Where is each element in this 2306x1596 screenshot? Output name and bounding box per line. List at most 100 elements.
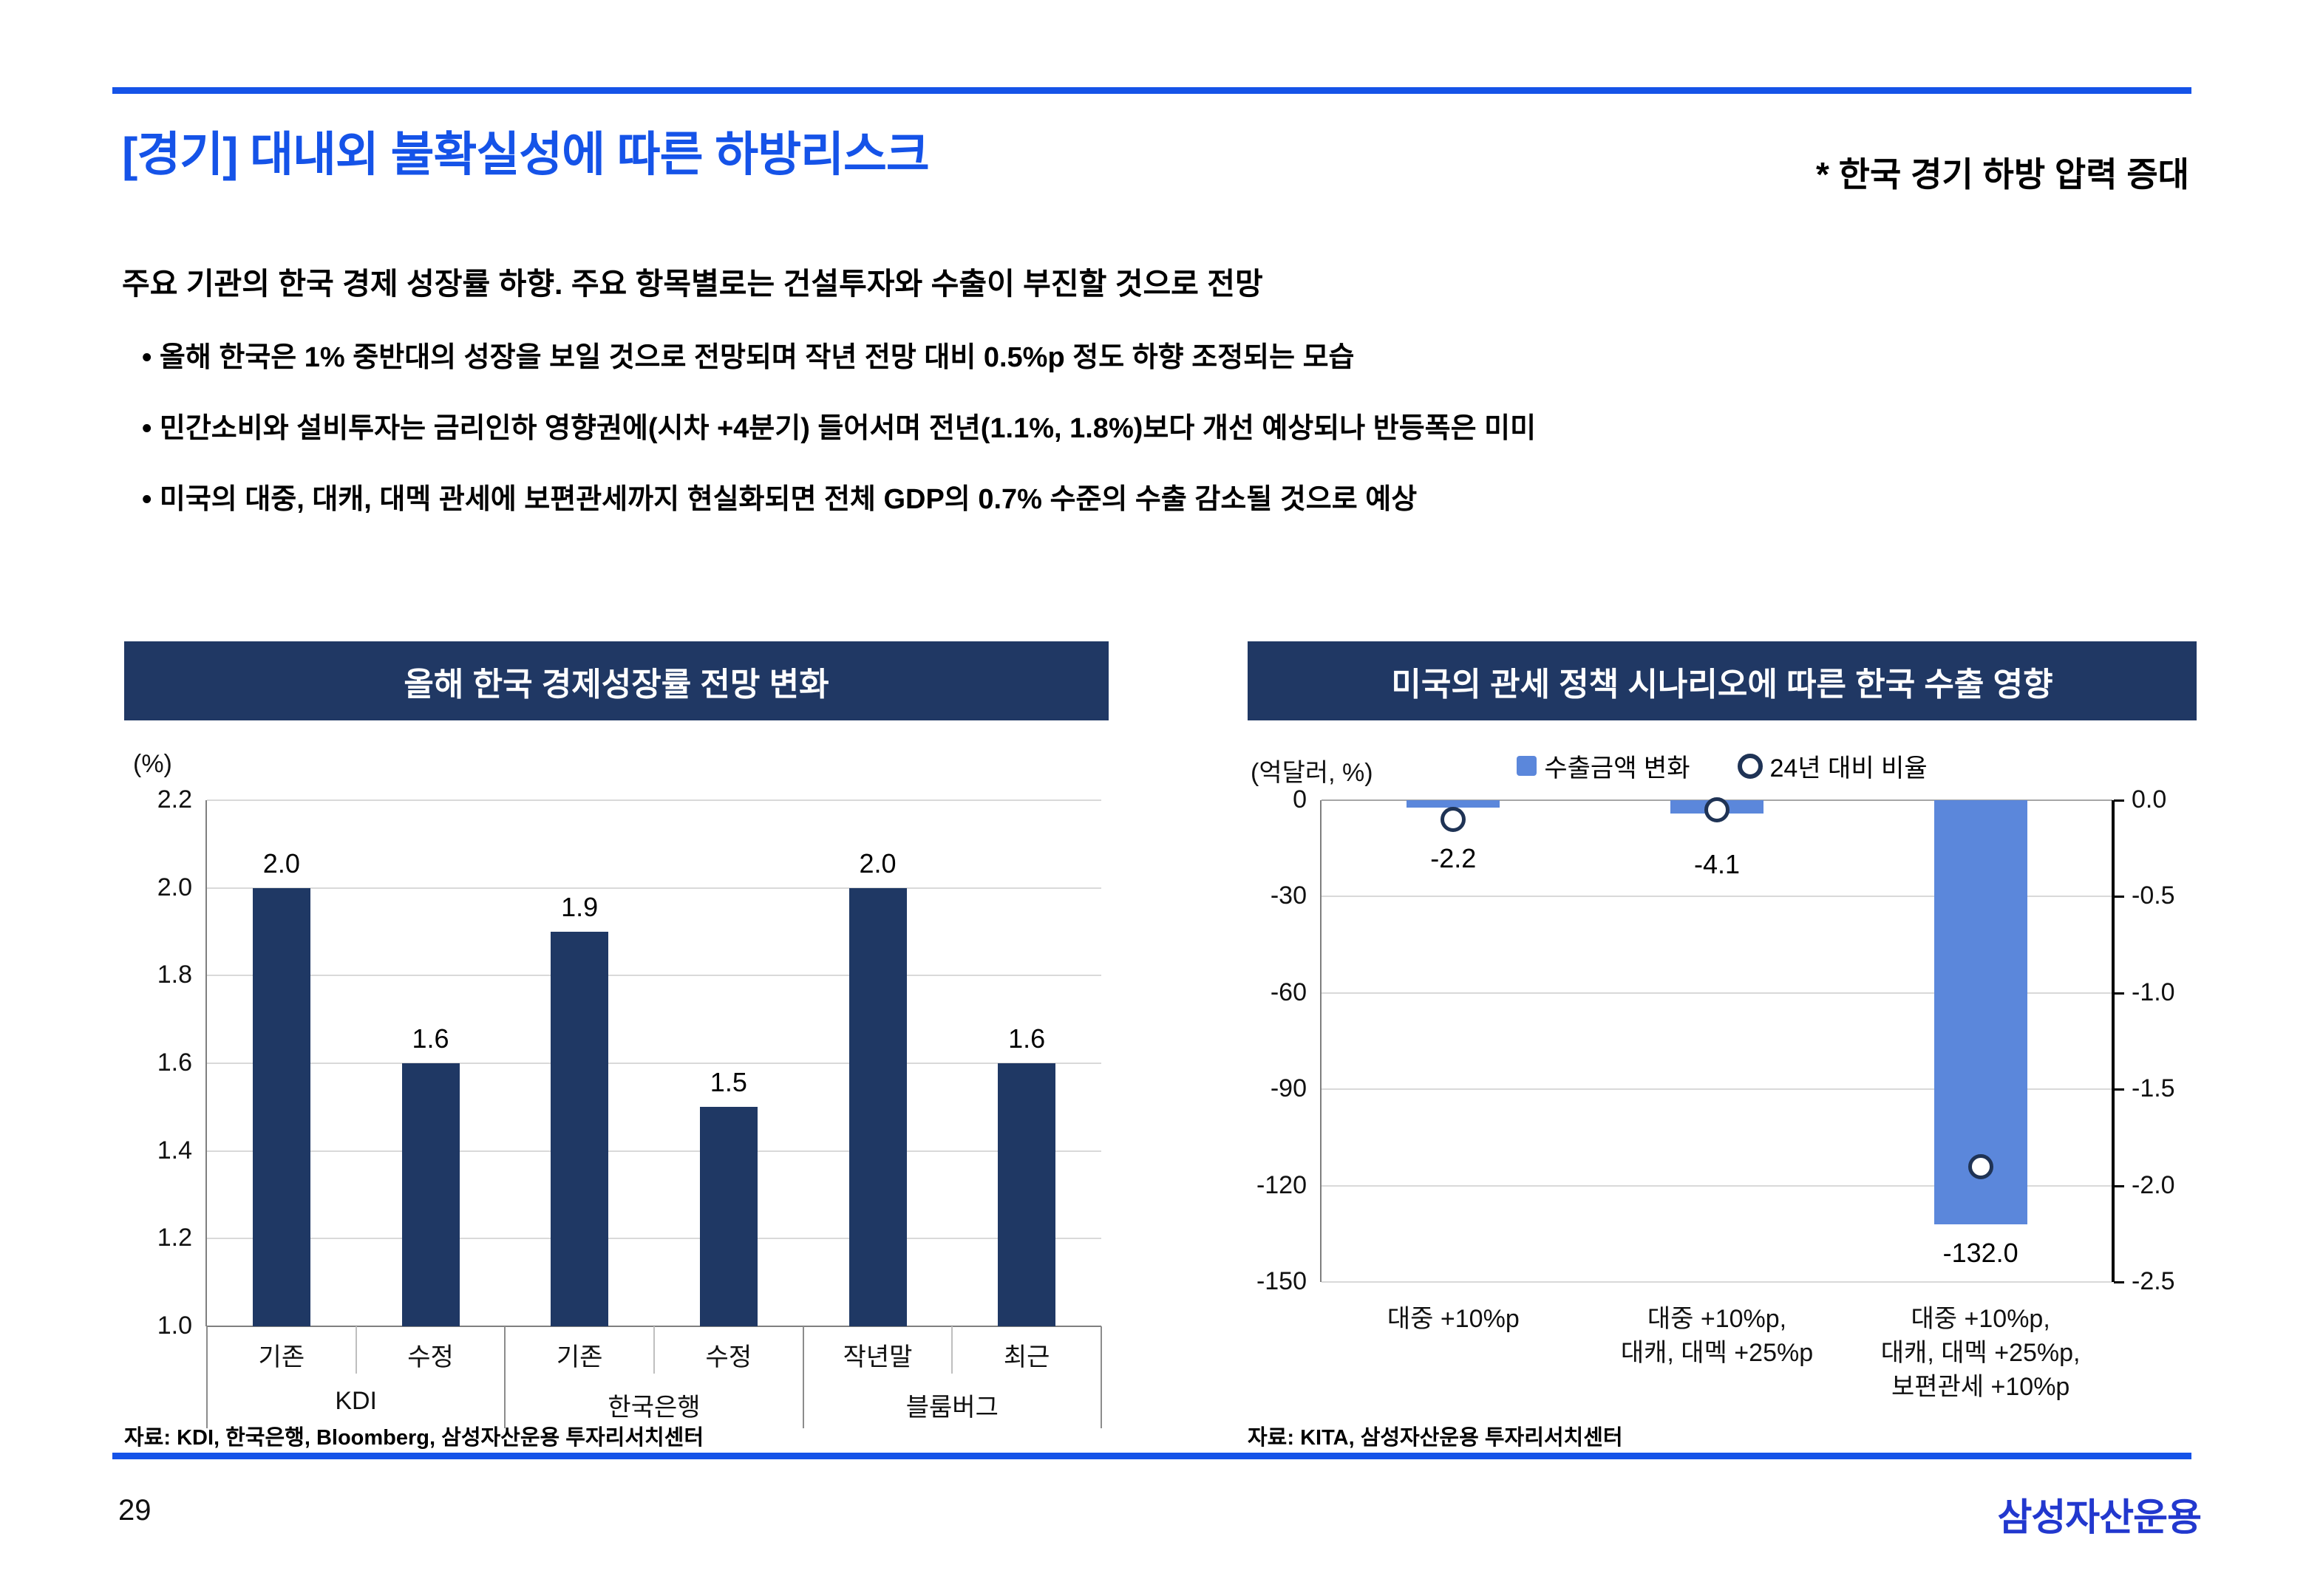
growth-bar [848, 887, 907, 1326]
ratio-circle-marker [1704, 797, 1730, 823]
y-axis-tick-label: 2.2 [157, 785, 192, 814]
left-axis-tick-label: -90 [1270, 1074, 1307, 1103]
bullet-item: 올해 한국은 1% 중반대의 성장을 보일 것으로 전망되며 작년 전망 대비 … [142, 334, 1355, 375]
gridline [207, 1150, 1101, 1152]
legend-item: 24년 대비 비율 [1737, 748, 1928, 784]
growth-plot-area: 2.2 2.0 1.8 1.6 1.4 1.2 1.0 2.0 기존 1.6 수정 1.9 기존 1.5 수… [157, 785, 1102, 1428]
left-axis-tick-label: -60 [1270, 978, 1307, 1006]
growth-bar [401, 1063, 460, 1326]
right-axis-tick-mark [2114, 992, 2124, 995]
tariff-impact-chart: 미국의 관세 정책 시나리오에 따른 한국 수출 영향 (억달러, %) 수출금… [1248, 641, 2197, 1454]
growth-bar-value-label: 1.6 [412, 1023, 449, 1054]
category-separator-line [355, 1326, 357, 1374]
gridline [207, 887, 1101, 889]
right-axis-tick-mark [2114, 1088, 2124, 1091]
group-separator-line [802, 1326, 804, 1428]
left-axis-line [1320, 800, 1322, 1282]
gridline [207, 1063, 1101, 1064]
y-axis-line [205, 800, 207, 1326]
company-logo: 삼성자산운용 [1997, 1496, 2202, 1538]
x-axis-category-label: 수정 [705, 1343, 752, 1371]
growth-bar-value-label: 2.0 [859, 848, 897, 879]
growth-forecast-chart: 올해 한국 경제성장률 전망 변화 (%) 2.2 2.0 1.8 1.6 1.4 1.2… [124, 641, 1109, 1454]
x-axis-group-label: KDI [335, 1387, 377, 1415]
y-axis-tick-label: 1.6 [157, 1048, 192, 1077]
left-axis-tick-label: -120 [1256, 1170, 1307, 1199]
growth-chart-title-band: 올해 한국 경제성장률 전망 변화 [124, 641, 1109, 720]
x-axis-category-label: 최근 [1003, 1343, 1050, 1371]
tariff-bar [1407, 800, 1500, 808]
growth-bar-value-label: 2.0 [262, 848, 300, 879]
growth-bar [551, 932, 609, 1326]
y-axis-tick-label: 2.0 [157, 873, 192, 901]
growth-bar [998, 1063, 1056, 1326]
legend-label: 24년 대비 비율 [1769, 754, 1928, 782]
gridline [207, 975, 1101, 977]
x-axis-category-label: 기존 [258, 1343, 305, 1371]
ratio-circle-marker [1441, 807, 1466, 833]
tariff-chart-title: 미국의 관세 정책 시나리오에 따른 한국 수출 영향 [1391, 666, 2053, 703]
right-axis-tick-label: -0.5 [2132, 881, 2175, 910]
left-axis-tick-label: -30 [1270, 881, 1307, 910]
gridline [207, 799, 1101, 801]
legend-item: 수출금액 변화 [1517, 748, 1690, 784]
bullet-item: 미국의 대중, 대캐, 대멕 관세에 보편관세까지 현실화되면 전체 GDP의 … [142, 476, 1417, 516]
growth-bar-value-label: 1.9 [561, 892, 599, 922]
group-separator-line [1101, 1326, 1102, 1428]
tariff-chart-unit-label: (억달러, %) [1251, 759, 1373, 787]
lead-text: 주요 기관의 한국 경제 성장률 하향. 주요 항목별로는 건설투자와 수출이 … [122, 267, 1263, 301]
tariff-bar-value-label: -132.0 [1942, 1237, 2018, 1268]
right-axis-tick-mark [2114, 1281, 2124, 1283]
x-axis-category-label: 대중 +10%p, [1911, 1305, 2050, 1333]
x-axis-category-label: 수정 [407, 1343, 454, 1371]
x-axis-category-label: 대중 +10%p, [1647, 1305, 1787, 1333]
tariff-bar-value-label: -4.1 [1693, 849, 1741, 879]
ratio-circle-marker [1967, 1153, 1993, 1179]
tariff-bar-value-label: -2.2 [1430, 843, 1477, 873]
growth-bar-value-label: 1.5 [710, 1067, 747, 1098]
left-axis-tick-label: -150 [1256, 1267, 1307, 1295]
gridline [1322, 992, 2112, 994]
x-axis-category-label: 대캐, 대멕 +25%p [1620, 1339, 1814, 1367]
right-axis-tick-label: -2.0 [2132, 1170, 2175, 1199]
growth-bar [699, 1107, 758, 1326]
bullet-item: 민간소비와 설비투자는 금리인하 영향권에(시차 +4분기) 들어서며 전년(1… [142, 405, 1536, 446]
x-axis-group-label: 블룸버그 [905, 1394, 999, 1422]
x-axis-category-label: 기존 [556, 1343, 603, 1371]
x-axis-category-label: 보편관세 +10%p [1891, 1373, 2070, 1401]
gridline [1322, 1281, 2112, 1283]
gridline [207, 1238, 1101, 1240]
y-axis-tick-label: 1.0 [157, 1312, 192, 1340]
growth-chart-source: 자료: KDI, 한국은행, Bloomberg, 삼성자산운용 투자리서치센터 [124, 1426, 704, 1450]
tariff-bar [1933, 800, 2027, 1224]
page-title: [경기] 대내외 불확실성에 따른 하방리스크 [122, 128, 930, 181]
page-number: 29 [118, 1494, 152, 1527]
legend-circle-icon [1737, 753, 1763, 779]
page-subtitle: * 한국 경기 하방 압력 증대 [1815, 155, 2189, 194]
x-axis-category-label: 대캐, 대멕 +25%p, [1880, 1339, 2081, 1367]
gridline [1322, 1088, 2112, 1091]
right-axis-tick-mark [2114, 1184, 2124, 1187]
category-separator-line [951, 1326, 953, 1374]
top-divider [112, 87, 2191, 94]
category-separator-line [653, 1326, 655, 1374]
right-axis-tick-mark [2114, 799, 2124, 802]
tariff-chart-title-band: 미국의 관세 정책 시나리오에 따른 한국 수출 영향 [1248, 641, 2197, 720]
growth-bar [252, 887, 310, 1326]
x-axis-category-label: 대중 +10%p [1387, 1305, 1520, 1333]
y-axis-tick-label: 1.4 [157, 1136, 192, 1164]
growth-chart-unit-label: (%) [133, 750, 172, 778]
growth-bar-value-label: 1.6 [1008, 1023, 1046, 1054]
gridline [1322, 1184, 2112, 1187]
group-separator-line [206, 1326, 208, 1428]
right-axis-tick-label: -1.5 [2132, 1074, 2175, 1103]
left-axis-tick-label: 0 [1293, 785, 1307, 814]
y-axis-tick-label: 1.8 [157, 961, 192, 989]
bottom-divider [112, 1453, 2191, 1459]
right-axis-tick-label: -2.5 [2132, 1267, 2175, 1295]
x-axis-group-label: 한국은행 [608, 1394, 701, 1422]
right-axis-tick-label: -1.0 [2132, 978, 2175, 1006]
y-axis-tick-label: 1.2 [157, 1224, 192, 1252]
group-separator-line [504, 1326, 506, 1428]
